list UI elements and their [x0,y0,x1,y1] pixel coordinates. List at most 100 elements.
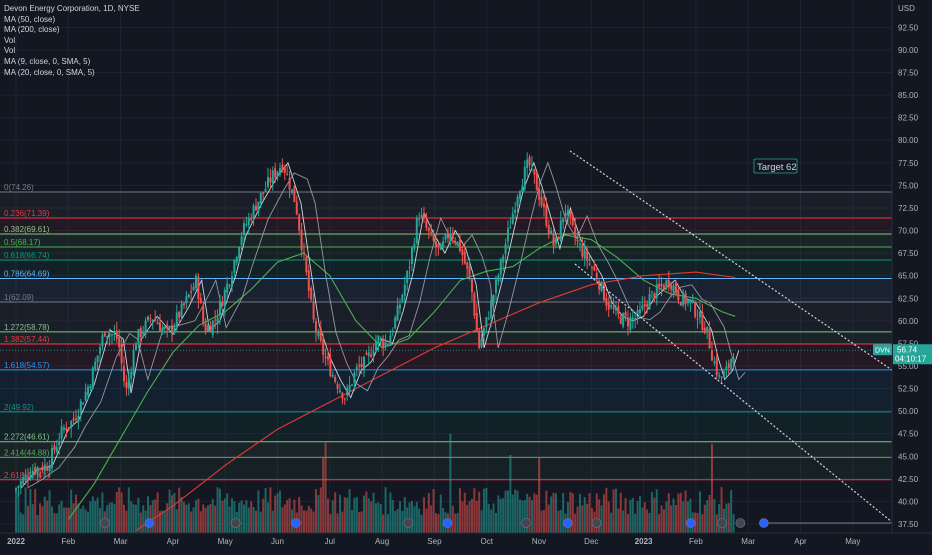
event-marker[interactable] [442,518,453,528]
candle-body [545,205,548,226]
volume-bar [245,500,248,533]
volume-bar [293,499,296,533]
event-marker[interactable] [291,518,301,528]
candle-body [362,356,365,371]
volume-bar [230,498,233,533]
legend-ma20[interactable]: MA (20, close, 0, SMA, 5) [4,67,95,77]
candle-body [218,300,221,316]
volume-bar [470,498,473,533]
legend-ma200[interactable]: MA (200, close) [4,25,60,35]
volume-bar [307,505,310,533]
candle-body [593,266,596,271]
event-marker[interactable] [685,518,696,528]
volume-bar [365,491,368,533]
event-markers[interactable] [100,518,892,528]
trend-channel[interactable] [569,150,893,523]
volume-bar [355,497,358,533]
volume-bar [151,500,154,533]
candle-body [533,168,536,175]
legend-vol-2[interactable]: Vol [4,46,16,56]
candle-body [312,301,315,320]
candle-body [602,284,605,301]
candle-body [466,262,469,269]
candle-body [70,420,73,429]
volume-bar [82,505,85,533]
candle-body [302,251,305,254]
event-marker[interactable] [230,518,241,528]
candle-body [725,366,728,370]
volume-bar [137,497,140,533]
volume-bar [727,503,730,533]
candle-body [350,384,353,386]
volume-bar [706,500,709,533]
legend-ma9[interactable]: MA (9, close, 0, SMA, 5) [4,56,91,66]
volume-bar [139,512,142,533]
volume-bar [454,513,457,533]
candle-body [518,191,521,199]
volume-bar [370,501,373,533]
volume-bar [192,507,195,533]
volume-bar [391,500,394,533]
event-marker[interactable] [759,518,769,528]
event-marker[interactable] [717,518,727,528]
event-marker[interactable] [735,518,746,528]
symbol-title[interactable]: Devon Energy Corporation, 1D, NYSE [4,4,140,13]
volume-bar [602,494,605,533]
event-marker[interactable] [403,518,414,528]
volume-bar [629,499,632,533]
volume-bar [127,487,130,533]
candle-body [552,234,555,246]
volume-bar [698,491,701,533]
candle-body [653,293,656,300]
volume-bar [211,499,214,533]
volume-bar [528,496,531,533]
volume-bar [338,494,341,533]
candle-body [240,236,243,245]
candle-body [310,287,313,300]
y-tick-label: 45.00 [898,452,919,461]
candle-body [684,293,687,305]
volume-bar [86,511,89,533]
volume-bar [271,510,274,533]
volume-bar [89,501,92,533]
candle-body [562,218,565,223]
event-marker[interactable] [521,518,531,528]
volume-bar [259,511,262,533]
volume-bar [504,490,507,533]
volume-bar [679,492,682,533]
volume-bar [96,497,99,533]
volume-bar [456,513,459,533]
candle-body [245,224,248,226]
event-marker[interactable] [144,518,155,528]
candle-body [449,234,452,242]
candle-body [15,488,17,491]
time-axis-background [0,533,932,550]
candle-body [521,185,524,193]
volume-bar [283,504,286,533]
volume-bar [703,504,706,533]
indicator-legend: Devon Energy Corporation, 1D, NYSE MA (5… [4,4,140,78]
event-marker[interactable] [591,518,602,528]
volume-bar [478,491,481,533]
volume-bar [286,500,289,533]
volume-bar [240,500,243,533]
volume-bar [557,510,560,533]
fib-zone [0,411,892,442]
candle-body [41,466,44,471]
candle-body [264,188,267,192]
y-tick-label: 57.50 [898,339,919,348]
legend-ma50[interactable]: MA (50, close) [4,14,56,24]
volume-bar [682,501,685,533]
event-marker[interactable] [562,518,573,528]
candle-body [295,201,298,215]
event-marker[interactable] [100,518,110,528]
time-axis[interactable]: 2022 Feb Mar Apr May Jun Jul Aug Sep Oct Nov Dec 202… [0,532,932,550]
legend-vol[interactable]: Vol [4,35,16,45]
volume-bar [581,505,584,533]
candle-body [396,305,399,321]
candle-body [223,290,226,307]
candle-body [446,232,449,239]
volume-bar [204,507,207,533]
